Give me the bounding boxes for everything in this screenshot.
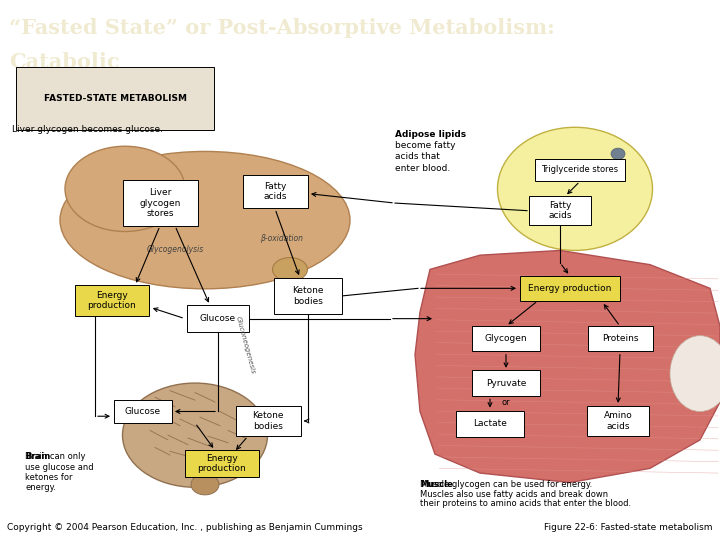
FancyBboxPatch shape bbox=[75, 286, 149, 316]
Polygon shape bbox=[415, 251, 720, 483]
FancyBboxPatch shape bbox=[274, 278, 342, 314]
Text: Energy production: Energy production bbox=[528, 284, 612, 293]
Text: Glycogenolysis: Glycogenolysis bbox=[146, 245, 204, 254]
Text: Glucose: Glucose bbox=[200, 314, 236, 323]
FancyBboxPatch shape bbox=[587, 406, 649, 436]
Text: or: or bbox=[502, 398, 510, 407]
Text: Copyright © 2004 Pearson Education, Inc. , publishing as Benjamin Cummings: Copyright © 2004 Pearson Education, Inc.… bbox=[7, 523, 363, 532]
Text: Figure 22-6: Fasted-state metabolism: Figure 22-6: Fasted-state metabolism bbox=[544, 523, 713, 532]
Text: Glycogen: Glycogen bbox=[485, 334, 527, 343]
Text: β-oxidation: β-oxidation bbox=[261, 234, 304, 243]
Text: Fatty
acids: Fatty acids bbox=[548, 201, 572, 220]
Text: Brain: Brain bbox=[25, 452, 50, 461]
Ellipse shape bbox=[191, 474, 219, 495]
Text: FASTED-STATE METABOLISM: FASTED-STATE METABOLISM bbox=[43, 94, 186, 103]
Text: Muscle glycogen can be used for energy.: Muscle glycogen can be used for energy. bbox=[420, 480, 593, 489]
Text: “Fasted State” or Post-Absorptive Metabolism:: “Fasted State” or Post-Absorptive Metabo… bbox=[9, 18, 555, 38]
FancyBboxPatch shape bbox=[187, 306, 249, 332]
Text: Muscles also use fatty acids and break down: Muscles also use fatty acids and break d… bbox=[420, 490, 608, 499]
Text: Ketone
bodies: Ketone bodies bbox=[252, 411, 284, 431]
Ellipse shape bbox=[60, 151, 350, 289]
FancyBboxPatch shape bbox=[535, 159, 625, 181]
Text: acids that: acids that bbox=[395, 152, 440, 161]
Text: Adipose lipids: Adipose lipids bbox=[395, 130, 466, 139]
Text: Proteins: Proteins bbox=[602, 334, 638, 343]
Text: Lactate: Lactate bbox=[473, 419, 507, 428]
FancyBboxPatch shape bbox=[235, 406, 300, 436]
Text: Liver
glycogen
stores: Liver glycogen stores bbox=[139, 188, 181, 218]
Ellipse shape bbox=[272, 258, 307, 281]
FancyBboxPatch shape bbox=[456, 411, 524, 437]
FancyBboxPatch shape bbox=[472, 326, 540, 352]
Text: Amino
acids: Amino acids bbox=[603, 411, 632, 431]
FancyBboxPatch shape bbox=[520, 275, 620, 301]
Text: Brain can only
use glucose and
ketones for
energy.: Brain can only use glucose and ketones f… bbox=[25, 452, 94, 492]
Text: Energy
production: Energy production bbox=[197, 454, 246, 473]
FancyBboxPatch shape bbox=[243, 175, 307, 208]
FancyBboxPatch shape bbox=[114, 400, 172, 423]
Ellipse shape bbox=[498, 127, 652, 251]
Text: Fatty
acids: Fatty acids bbox=[264, 182, 287, 201]
Text: Muscle: Muscle bbox=[420, 480, 453, 489]
Ellipse shape bbox=[65, 146, 185, 232]
Ellipse shape bbox=[670, 336, 720, 411]
FancyBboxPatch shape bbox=[529, 197, 591, 225]
Ellipse shape bbox=[611, 148, 625, 159]
Text: their proteins to amino acids that enter the blood.: their proteins to amino acids that enter… bbox=[420, 499, 631, 508]
Text: Pyruvate: Pyruvate bbox=[486, 379, 526, 388]
Ellipse shape bbox=[122, 383, 268, 487]
Text: Liver glycogen becomes glucose.: Liver glycogen becomes glucose. bbox=[12, 125, 163, 134]
Text: Catabolic: Catabolic bbox=[9, 52, 120, 72]
Text: Ketone
bodies: Ketone bodies bbox=[292, 286, 324, 306]
FancyBboxPatch shape bbox=[122, 180, 197, 226]
Text: Gluconeogenesis: Gluconeogenesis bbox=[235, 315, 256, 375]
FancyBboxPatch shape bbox=[185, 450, 259, 477]
FancyBboxPatch shape bbox=[588, 326, 652, 352]
Text: Glucose: Glucose bbox=[125, 407, 161, 416]
Text: Triglyceride stores: Triglyceride stores bbox=[541, 165, 618, 174]
Text: Energy
production: Energy production bbox=[88, 291, 136, 310]
Text: become fatty: become fatty bbox=[395, 141, 456, 150]
FancyBboxPatch shape bbox=[472, 370, 540, 396]
Text: enter blood.: enter blood. bbox=[395, 164, 450, 173]
